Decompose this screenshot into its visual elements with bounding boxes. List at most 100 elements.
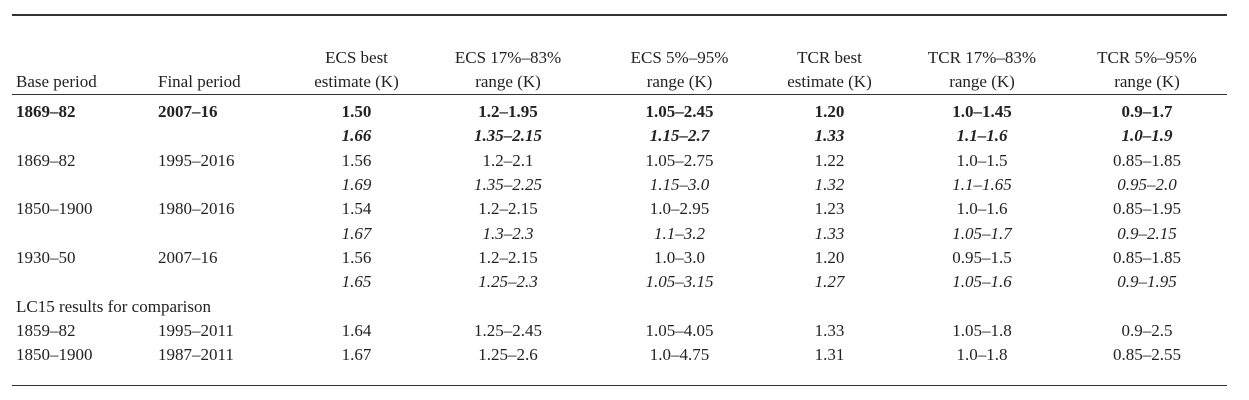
cell-tcr-best: 1.20 (814, 247, 845, 267)
cell-ecs-best: 1.56 (341, 247, 372, 267)
cell-base-period (12, 124, 154, 148)
cell-tcr-17-83: 0.95–1.5 (952, 247, 1012, 267)
cell-tcr-17-83: 1.05–1.6 (952, 272, 1012, 292)
header-rule (12, 94, 1227, 95)
cell-tcr-17-83: 1.0–1.6 (956, 199, 1008, 219)
header-base-period: Base period (16, 72, 97, 91)
cell-tcr-5-95: 0.85–2.55 (1113, 345, 1181, 365)
cell-tcr-best: 1.22 (814, 150, 845, 170)
header-ecs-5-95: ECS 5%–95% range (K) (597, 16, 762, 100)
header-tcr-5-95: TCR 5%–95% range (K) (1067, 16, 1227, 100)
cell-ecs-17-83: 1.35–2.25 (474, 175, 542, 195)
cell-ecs-best: 1.67 (341, 345, 372, 365)
cell-ecs-17-83: 1.35–2.15 (474, 126, 542, 146)
cell-final-period (154, 124, 294, 148)
cell-ecs-5-95: 1.15–3.0 (649, 175, 710, 195)
cell-ecs-17-83: 1.2–2.15 (478, 199, 538, 219)
header-tcr-5-95-line2: range (K) (1114, 72, 1180, 91)
cell-final-period: 2007–16 (158, 247, 218, 267)
bottom-rule (12, 385, 1227, 386)
header-ecs-5-95-line1: ECS 5%–95% (630, 48, 729, 67)
cell-ecs-17-83: 1.2–1.95 (478, 102, 538, 122)
cell-tcr-17-83: 1.1–1.65 (952, 175, 1012, 195)
cell-base-period: 1850–1900 (16, 199, 93, 219)
cell-final-period: 2007–16 (158, 102, 218, 122)
cell-base-period: 1850–1900 (16, 345, 93, 365)
cell-tcr-best: 1.23 (814, 199, 845, 219)
top-rule (12, 14, 1227, 16)
cell-base-period: 1869–82 (16, 150, 76, 170)
cell-tcr-best: 1.33 (814, 223, 845, 243)
cell-tcr-best: 1.33 (814, 126, 845, 146)
header-ecs-17-83-line2: range (K) (475, 72, 541, 91)
cell-tcr-best: 1.27 (814, 272, 845, 292)
cell-ecs-5-95: 1.05–2.75 (645, 150, 714, 170)
header-ecs-best-line1: ECS best (325, 48, 388, 67)
header-ecs-5-95-line2: range (K) (646, 72, 713, 91)
cell-tcr-17-83: 1.0–1.45 (952, 102, 1012, 122)
cell-tcr-5-95: 0.95–2.0 (1117, 175, 1177, 195)
table-row: 1850–1900 1987–2011 1.67 1.25–2.6 1.0–4.… (12, 343, 1227, 367)
table-row: 1.66 1.35–2.15 1.15–2.7 1.33 1.1–1.6 1.0… (12, 124, 1227, 148)
table-row: 1869–82 2007–16 1.50 1.2–1.95 1.05–2.45 … (12, 100, 1227, 124)
header-row: Base period Final period ECS best estimat… (12, 16, 1227, 100)
cell-base-period (12, 270, 154, 294)
header-ecs-17-83: ECS 17%–83% range (K) (419, 16, 597, 100)
table-row: 1930–50 2007–16 1.56 1.2–2.15 1.0–3.0 1.… (12, 246, 1227, 270)
cell-tcr-5-95: 0.9–2.5 (1121, 320, 1173, 340)
cell-tcr-best: 1.20 (814, 102, 845, 122)
cell-ecs-best: 1.56 (341, 150, 372, 170)
cell-base-period: 1869–82 (16, 102, 76, 122)
comparison-label: LC15 results for comparison (16, 296, 211, 316)
cell-tcr-5-95: 0.9–1.95 (1117, 272, 1177, 292)
table-row: 1.65 1.25–2.3 1.05–3.15 1.27 1.05–1.6 0.… (12, 270, 1227, 294)
cell-ecs-5-95: 1.15–2.7 (649, 126, 710, 146)
cell-final-period: 1995–2011 (158, 320, 234, 340)
cell-ecs-5-95: 1.0–3.0 (654, 247, 705, 267)
cell-final-period (154, 270, 294, 294)
cell-ecs-5-95: 1.0–4.75 (649, 345, 710, 365)
cell-final-period (154, 173, 294, 197)
cell-ecs-best: 1.50 (341, 102, 372, 122)
cell-ecs-best: 1.67 (341, 223, 372, 243)
cell-ecs-5-95: 1.1–3.2 (654, 223, 705, 243)
cell-ecs-17-83: 1.25–2.45 (474, 320, 542, 340)
header-tcr-best-line2: estimate (K) (787, 72, 872, 91)
cell-ecs-best: 1.54 (341, 199, 372, 219)
results-table: Base period Final period ECS best estimat… (12, 16, 1227, 367)
cell-final-period (154, 221, 294, 245)
table-row: 1.69 1.35–2.25 1.15–3.0 1.32 1.1–1.65 0.… (12, 173, 1227, 197)
header-tcr-best-line1: TCR best (797, 48, 862, 67)
cell-ecs-best: 1.65 (341, 272, 372, 292)
cell-ecs-17-83: 1.25–2.6 (478, 345, 538, 365)
cell-base-period: 1859–82 (16, 320, 76, 340)
cell-base-period: 1930–50 (16, 247, 76, 267)
cell-tcr-best: 1.32 (814, 175, 845, 195)
table-body: 1869–82 2007–16 1.50 1.2–1.95 1.05–2.45 … (12, 100, 1227, 367)
header-ecs-17-83-line1: ECS 17%–83% (454, 48, 562, 67)
cell-tcr-5-95: 0.85–1.85 (1113, 150, 1181, 170)
cell-ecs-17-83: 1.2–2.15 (478, 247, 538, 267)
cell-ecs-best: 1.69 (341, 175, 372, 195)
cell-final-period: 1987–2011 (158, 345, 234, 365)
cell-base-period (12, 173, 154, 197)
comparison-label-row: LC15 results for comparison (12, 294, 1227, 318)
cell-ecs-5-95: 1.05–2.45 (645, 102, 714, 122)
header-tcr-best: TCR best estimate (K) (762, 16, 897, 100)
cell-tcr-17-83: 1.1–1.6 (956, 126, 1008, 146)
cell-final-period: 1995–2016 (158, 150, 235, 170)
cell-tcr-best: 1.33 (814, 320, 845, 340)
header-tcr-17-83-line1: TCR 17%–83% (927, 48, 1037, 67)
cell-ecs-17-83: 1.3–2.3 (482, 223, 534, 243)
cell-tcr-5-95: 0.85–1.85 (1113, 247, 1181, 267)
header-final-period: Final period (158, 72, 241, 91)
cell-ecs-best: 1.66 (341, 126, 372, 146)
table-row: 1850–1900 1980–2016 1.54 1.2–2.15 1.0–2.… (12, 197, 1227, 221)
cell-ecs-5-95: 1.05–4.05 (645, 320, 714, 340)
table-row: 1869–82 1995–2016 1.56 1.2–2.1 1.05–2.75… (12, 149, 1227, 173)
cell-ecs-5-95: 1.0–2.95 (649, 199, 710, 219)
cell-ecs-5-95: 1.05–3.15 (645, 272, 714, 292)
table-header: Base period Final period ECS best estimat… (12, 16, 1227, 100)
cell-tcr-17-83: 1.0–1.8 (956, 345, 1008, 365)
